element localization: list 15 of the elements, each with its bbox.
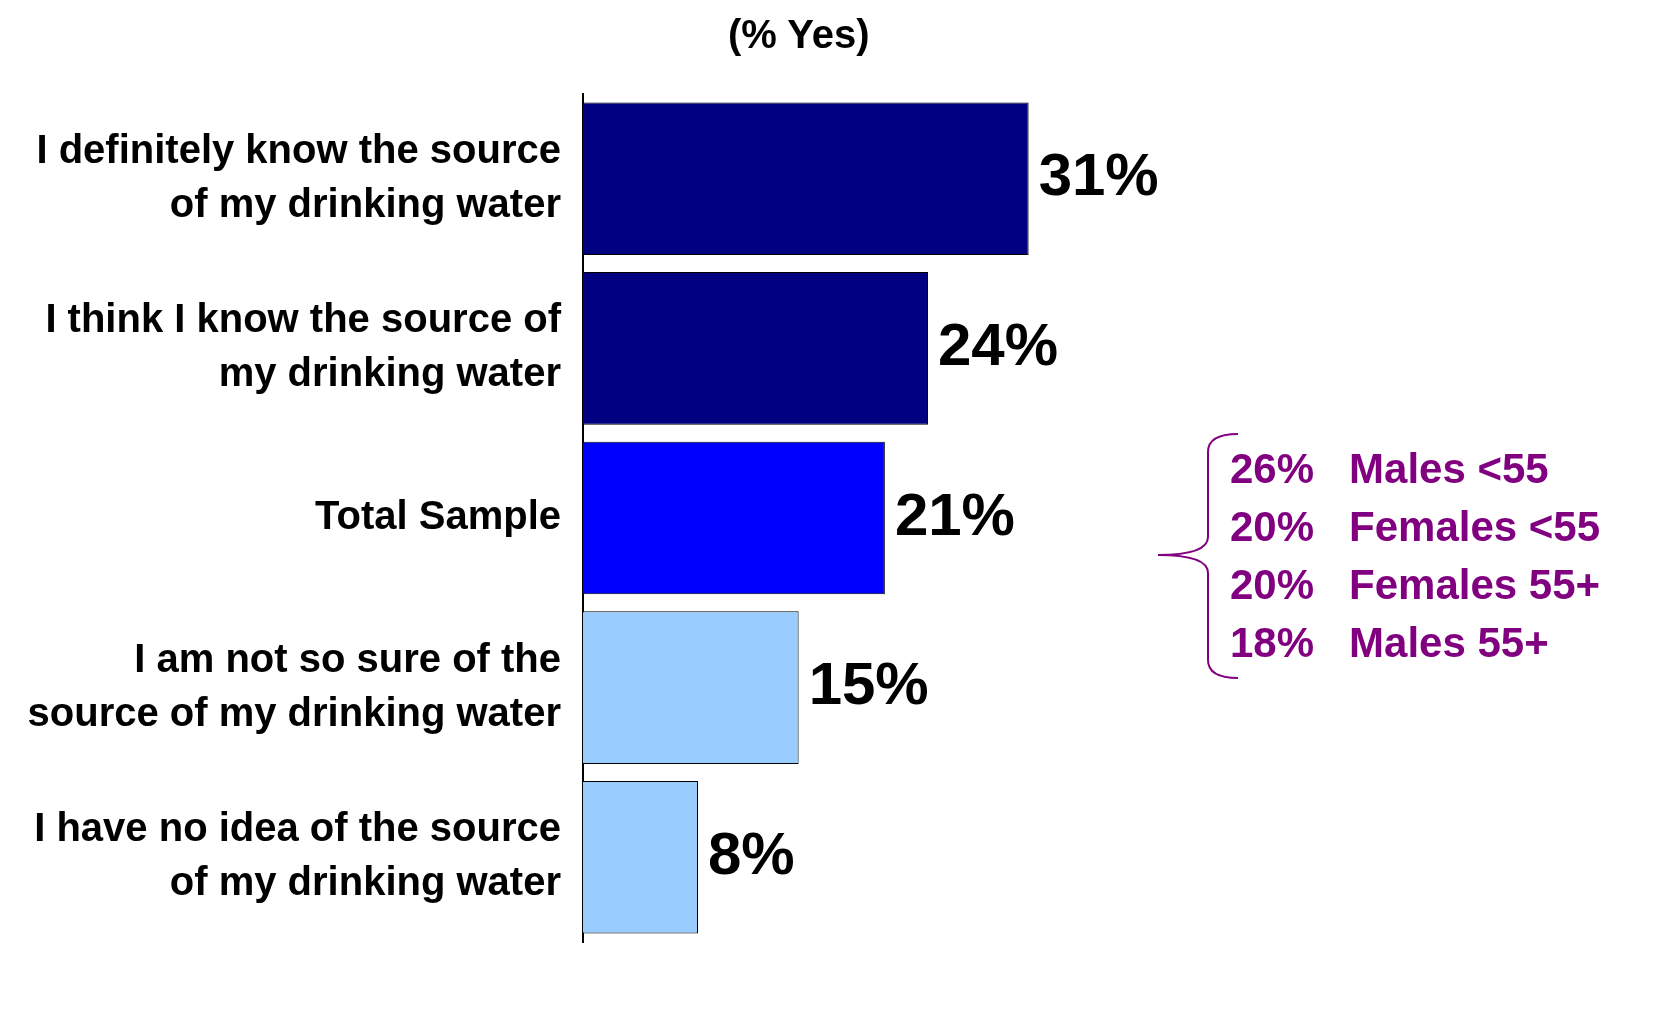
data-label: 21% bbox=[894, 480, 1015, 548]
data-label: 15% bbox=[808, 650, 929, 718]
text: 20% Females <55 bbox=[1230, 502, 1601, 552]
text: 20% Females 55+ bbox=[1230, 560, 1601, 610]
y-tick-label: I am not so sure of the source of my drinking water bbox=[27, 635, 561, 734]
data-label: 8% bbox=[708, 819, 795, 887]
chart-title: (% Yes) bbox=[728, 12, 870, 57]
y-tick-label: I definitely know the source of my drinking water bbox=[36, 126, 561, 225]
y-tick-label: Total Sample bbox=[315, 493, 561, 538]
y-tick-label: I have no idea of the source of my drinking water bbox=[34, 805, 561, 904]
text: 26% Males <55 bbox=[1230, 444, 1550, 494]
data-label: 31% bbox=[1038, 141, 1159, 209]
data-label: 24% bbox=[938, 310, 1059, 378]
text: 18% Males 55+ bbox=[1230, 618, 1550, 668]
y-tick-label: I think I know the source of my drinking water bbox=[45, 296, 562, 395]
